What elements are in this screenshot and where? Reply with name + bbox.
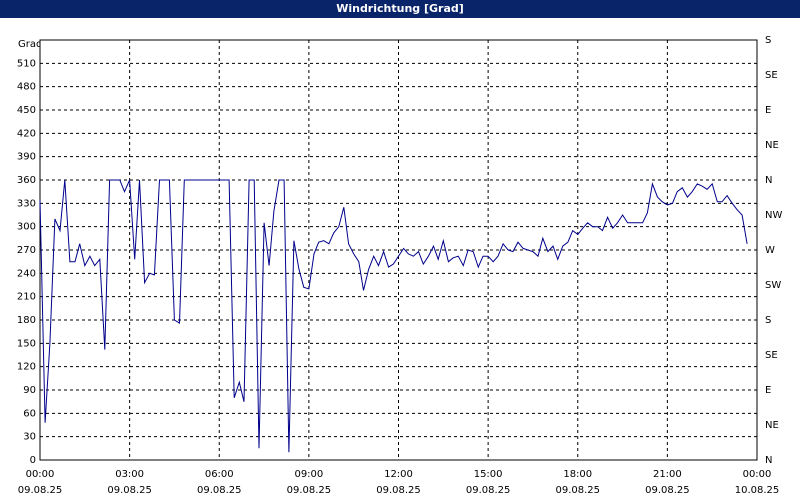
x-tick-label: 00:00 xyxy=(743,469,772,480)
y-tick-label: 60 xyxy=(23,408,36,419)
y2-tick-label: W xyxy=(765,245,775,256)
x-tick-label: 00:00 xyxy=(26,469,55,480)
x-tick-label: 09:00 xyxy=(294,469,323,480)
y-tick-label: 510 xyxy=(17,58,36,69)
x-tick-label: 21:00 xyxy=(653,469,682,480)
x-tick-date: 09.08.25 xyxy=(18,485,63,496)
y-tick-label: 180 xyxy=(17,315,36,326)
x-tick-date: 09.08.25 xyxy=(287,485,332,496)
y2-tick-label: E xyxy=(765,385,771,396)
y-axis-label: Grad xyxy=(18,39,42,50)
y2-tick-label: SE xyxy=(765,350,778,361)
y-tick-label: 90 xyxy=(23,385,36,396)
y2-tick-label: SW xyxy=(765,280,781,291)
y-tick-label: 360 xyxy=(17,175,36,186)
x-tick-date: 10.08.25 xyxy=(735,485,780,496)
x-tick-date: 09.08.25 xyxy=(376,485,421,496)
x-tick-date: 09.08.25 xyxy=(107,485,152,496)
y2-tick-label: S xyxy=(765,35,771,46)
chart-title: Windrichtung [Grad] xyxy=(336,2,464,15)
y-tick-label: 240 xyxy=(17,268,36,279)
y-tick-label: 0 xyxy=(30,455,36,466)
y-tick-label: 420 xyxy=(17,128,36,139)
y2-tick-label: S xyxy=(765,315,771,326)
y-tick-label: 300 xyxy=(17,222,36,233)
x-tick-date: 09.08.25 xyxy=(555,485,600,496)
y2-tick-label: N xyxy=(765,175,772,186)
x-tick-label: 12:00 xyxy=(384,469,413,480)
x-tick-label: 18:00 xyxy=(563,469,592,480)
x-tick-label: 03:00 xyxy=(115,469,144,480)
x-tick-date: 09.08.25 xyxy=(197,485,242,496)
y-tick-label: 120 xyxy=(17,362,36,373)
y2-tick-label: SE xyxy=(765,70,778,81)
x-tick-date: 09.08.25 xyxy=(466,485,511,496)
y2-tick-label: NE xyxy=(765,420,779,431)
x-tick-date: 09.08.25 xyxy=(645,485,690,496)
title-bar xyxy=(0,0,800,18)
x-tick-label: 06:00 xyxy=(205,469,234,480)
x-tick-label: 15:00 xyxy=(474,469,503,480)
y-tick-label: 210 xyxy=(17,292,36,303)
data-line xyxy=(39,179,748,453)
y2-tick-label: NE xyxy=(765,140,779,151)
y2-tick-label: N xyxy=(765,455,772,466)
y-tick-label: 450 xyxy=(17,105,36,116)
y-tick-label: 30 xyxy=(23,432,36,443)
y-tick-label: 150 xyxy=(17,338,36,349)
y2-tick-label: E xyxy=(765,105,771,116)
y2-tick-label: NW xyxy=(765,210,782,221)
y-tick-label: 330 xyxy=(17,198,36,209)
y-tick-label: 270 xyxy=(17,245,36,256)
y-tick-label: 390 xyxy=(17,152,36,163)
y-tick-label: 480 xyxy=(17,82,36,93)
